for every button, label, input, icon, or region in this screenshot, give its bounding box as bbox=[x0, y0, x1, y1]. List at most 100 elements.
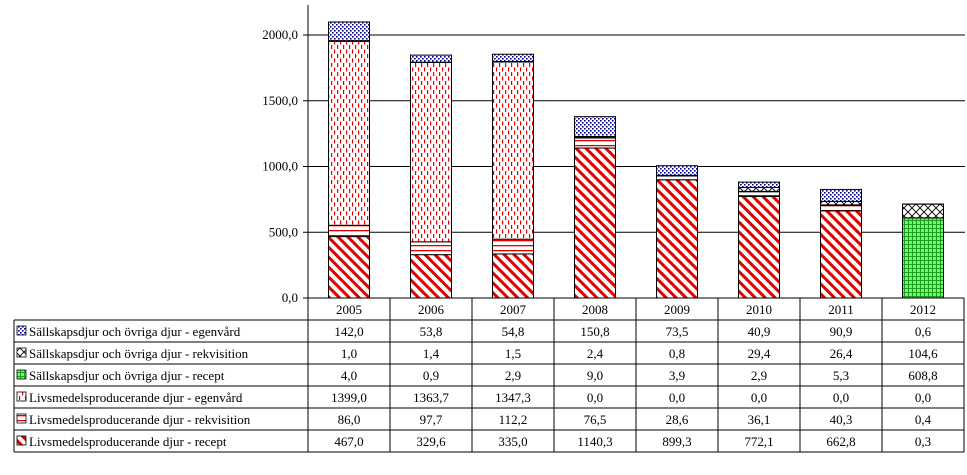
bar-segment bbox=[574, 116, 616, 137]
bar-segment bbox=[328, 40, 370, 226]
data-label: 86,0 bbox=[338, 412, 361, 427]
data-label: 2,9 bbox=[505, 368, 521, 383]
data-label: 5,3 bbox=[833, 368, 849, 383]
x-tick-label: 2005 bbox=[336, 302, 362, 317]
data-label: 97,7 bbox=[420, 412, 443, 427]
data-label: 329,6 bbox=[416, 434, 446, 449]
data-label: 112,2 bbox=[499, 412, 528, 427]
data-label: 1,5 bbox=[505, 346, 521, 361]
bar-segment bbox=[738, 186, 780, 192]
data-label: 0,6 bbox=[915, 324, 932, 339]
y-tick-label: 2000,0 bbox=[262, 27, 298, 42]
bar-segment bbox=[820, 210, 862, 299]
bar-segment bbox=[656, 175, 698, 181]
bar-segment bbox=[328, 21, 370, 42]
data-label: 150,8 bbox=[580, 324, 609, 339]
x-tick-label: 2007 bbox=[500, 302, 527, 317]
data-label: 772,1 bbox=[744, 434, 773, 449]
legend-key bbox=[16, 347, 27, 358]
data-label: 1,4 bbox=[423, 346, 440, 361]
bar-segment bbox=[328, 236, 370, 299]
legend-label: Livsmedelsproducerande djur - rekvisitio… bbox=[29, 412, 251, 427]
bar-segment bbox=[820, 205, 862, 212]
data-label: 1,0 bbox=[341, 346, 357, 361]
data-label: 0,4 bbox=[915, 412, 932, 427]
data-label: 53,8 bbox=[420, 324, 443, 339]
y-tick-label: 500,0 bbox=[269, 224, 298, 239]
bar-segment bbox=[902, 217, 944, 299]
bar-segment bbox=[328, 224, 370, 238]
data-label: 1140,3 bbox=[577, 434, 612, 449]
data-label: 76,5 bbox=[584, 412, 607, 427]
data-label: 9,0 bbox=[587, 368, 603, 383]
data-label: 4,0 bbox=[341, 368, 357, 383]
legend-label: Sällskapsdjur och övriga djur - rekvisit… bbox=[29, 346, 249, 361]
data-label: 899,3 bbox=[662, 434, 691, 449]
data-label: 2,9 bbox=[751, 368, 767, 383]
x-tick-label: 2008 bbox=[582, 302, 608, 317]
legend-label: Sällskapsdjur och övriga djur - egenvård bbox=[29, 324, 241, 339]
data-label: 3,9 bbox=[669, 368, 685, 383]
x-tick-label: 2010 bbox=[746, 302, 772, 317]
bar-segment bbox=[820, 200, 862, 206]
data-label: 29,4 bbox=[748, 346, 771, 361]
data-label: 73,5 bbox=[666, 324, 689, 339]
data-label: 28,6 bbox=[666, 412, 689, 427]
bar-segment bbox=[574, 137, 616, 149]
bar-segment bbox=[656, 179, 698, 299]
bar-segment bbox=[410, 54, 452, 63]
data-label: 0,0 bbox=[833, 390, 849, 405]
data-label: 467,0 bbox=[334, 434, 363, 449]
x-tick-label: 2006 bbox=[418, 302, 445, 317]
bar-segment bbox=[492, 61, 534, 240]
data-label: 0,0 bbox=[751, 390, 767, 405]
legend-key bbox=[16, 391, 27, 402]
x-tick-label: 2011 bbox=[828, 302, 854, 317]
bar-segment bbox=[492, 53, 534, 62]
legend-key bbox=[16, 369, 27, 380]
bar-segment bbox=[574, 147, 616, 299]
legend-label: Livsmedelsproducerande djur - egenvård bbox=[29, 390, 243, 405]
bar-segment bbox=[902, 203, 944, 219]
bar-segment bbox=[656, 165, 698, 176]
bar-segment bbox=[492, 253, 534, 299]
bars bbox=[328, 21, 944, 299]
data-label: 54,8 bbox=[502, 324, 525, 339]
bar-segment bbox=[410, 61, 452, 243]
bar-segment bbox=[738, 181, 780, 188]
x-tick-label: 2012 bbox=[910, 302, 936, 317]
data-label: 2,4 bbox=[587, 346, 604, 361]
bar-segment bbox=[492, 238, 534, 255]
data-label: 1399,0 bbox=[331, 390, 367, 405]
data-label: 608,8 bbox=[908, 368, 937, 383]
bar-segment bbox=[410, 254, 452, 299]
data-label: 40,9 bbox=[748, 324, 771, 339]
data-label: 0,0 bbox=[669, 390, 685, 405]
data-label: 90,9 bbox=[830, 324, 853, 339]
data-label: 36,1 bbox=[748, 412, 771, 427]
legend-key bbox=[16, 325, 27, 336]
legend-label: Livsmedelsproducerande djur - recept bbox=[29, 434, 227, 449]
data-label: 0,9 bbox=[423, 368, 439, 383]
x-tick-label: 2009 bbox=[664, 302, 690, 317]
data-table: 2005 2006 2007 2008 2009 2010 2011 2012 Sällskap… bbox=[13, 297, 965, 453]
data-label: 142,0 bbox=[334, 324, 363, 339]
y-tick-label: 1000,0 bbox=[262, 159, 298, 174]
data-label: 104,6 bbox=[908, 346, 938, 361]
legend-key bbox=[16, 435, 27, 446]
data-label: 0,8 bbox=[669, 346, 685, 361]
data-label: 1363,7 bbox=[413, 390, 449, 405]
legend-key bbox=[16, 413, 27, 424]
bar-segment bbox=[738, 195, 780, 299]
gridlines bbox=[308, 34, 965, 233]
data-label: 0,3 bbox=[915, 434, 931, 449]
bar-segment bbox=[820, 188, 862, 202]
bar-segment bbox=[738, 191, 780, 197]
data-label: 0,0 bbox=[587, 390, 603, 405]
data-label: 1347,3 bbox=[495, 390, 531, 405]
data-label: 26,4 bbox=[830, 346, 853, 361]
y-tick-label: 1500,0 bbox=[262, 93, 298, 108]
data-label: 335,0 bbox=[498, 434, 527, 449]
y-axis: 0,0 500,0 1000,0 1500,0 2000,0 bbox=[262, 5, 309, 305]
